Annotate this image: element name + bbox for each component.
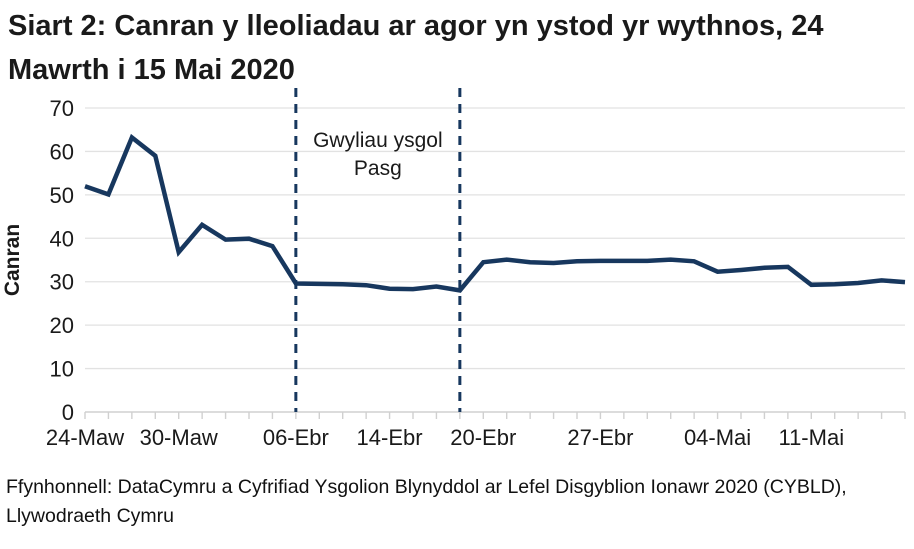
y-axis-title: Canran — [1, 224, 24, 296]
data-line-series — [84, 133, 906, 293]
y-gridlines — [85, 107, 905, 370]
source-note: Ffynhonnell: DataCymru a Cyfrifiad Ysgol… — [6, 476, 847, 527]
x-tick-label: 06-Ebr — [263, 425, 329, 450]
x-tick-label: 11-Mai — [778, 425, 844, 450]
y-tick-label: 50 — [50, 183, 74, 208]
y-tick-label: 0 — [62, 400, 74, 425]
y-tick-label: 30 — [50, 270, 74, 295]
x-tick-label: 20-Ebr — [450, 425, 516, 450]
x-tick-label: 14-Ebr — [357, 425, 423, 450]
svg-text:Gwyliau ysgol: Gwyliau ysgol — [313, 129, 443, 152]
x-tick-label: 04-Mai — [684, 425, 751, 450]
x-tick-label: 24-Maw — [46, 425, 124, 450]
svg-text:Pasg: Pasg — [354, 157, 402, 180]
x-tick-labels: 24-Maw 30-Maw 06-Ebr 14-Ebr 20-Ebr 27-Ebr 04-M… — [46, 425, 844, 450]
y-tick-label: 40 — [50, 226, 74, 251]
x-axis — [84, 411, 906, 419]
x-tick-label: 30-Maw — [140, 425, 218, 450]
y-tick-label: 20 — [50, 313, 74, 338]
y-tick-label: 10 — [50, 357, 74, 382]
y-tick-label: 70 — [50, 96, 74, 121]
y-tick-label: 60 — [50, 139, 74, 164]
easter-holiday-reference-lines — [294, 88, 462, 412]
chart-title: Siart 2: Canran y lleoliadau ar agor yn … — [8, 10, 824, 86]
x-tick-label: 27-Ebr — [567, 425, 633, 450]
line-chart: 0 10 20 30 40 50 60 70 Canran 24-Maw 30-Maw 06-Ebr 1… — [1, 88, 906, 450]
annotation-label: Gwyliau ysgol Pasg — [313, 129, 443, 180]
y-tick-labels: 0 10 20 30 40 50 60 70 — [50, 96, 74, 425]
